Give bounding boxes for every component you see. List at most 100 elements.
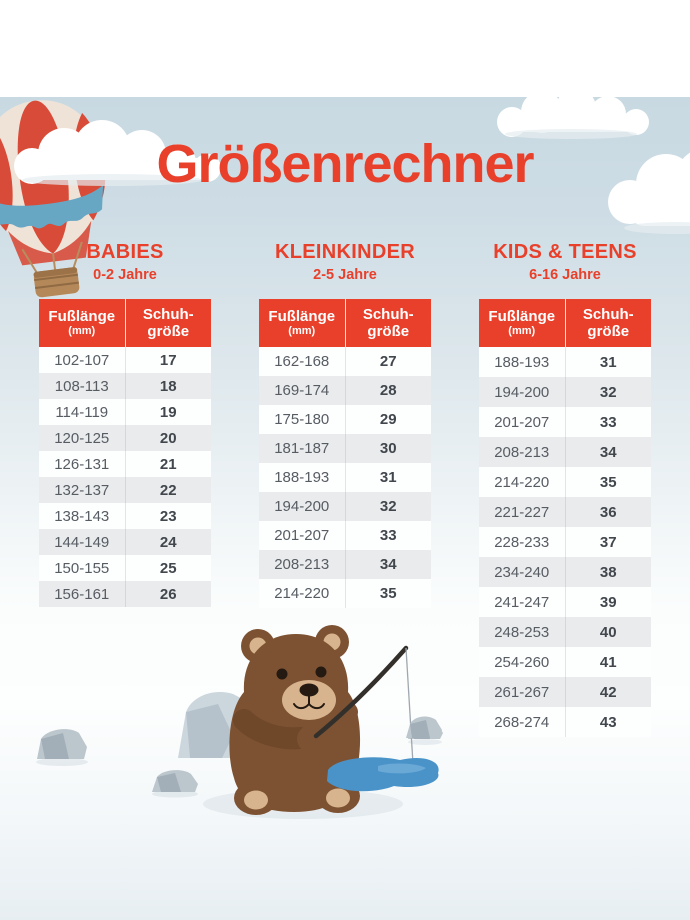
foot-length-cell: 126-131 — [39, 451, 125, 477]
shoe-size-label-line1: Schuh- — [362, 306, 414, 323]
group-age-range: 6-16 Jahre — [529, 267, 601, 283]
foot-length-cell: 181-187 — [259, 434, 345, 463]
foot-length-cell: 150-155 — [39, 555, 125, 581]
foot-length-cell: 144-149 — [39, 529, 125, 555]
size-row: 108-113 18 — [39, 373, 211, 399]
shoe-size-cell: 19 — [124, 399, 211, 425]
fishing-line — [405, 647, 414, 765]
shoe-size-cell: 25 — [124, 555, 211, 581]
foot-length-cell: 254-260 — [479, 647, 565, 677]
size-row: 248-253 40 — [479, 617, 651, 647]
size-row: 188-193 31 — [479, 347, 651, 377]
foot-length-cell: 194-200 — [259, 492, 345, 521]
rock-icon — [152, 770, 198, 798]
shoe-size-cell: 34 — [344, 550, 431, 579]
shoe-size-cell: 41 — [564, 647, 651, 677]
size-row: 208-213 34 — [479, 437, 651, 467]
foot-length-cell: 138-143 — [39, 503, 125, 529]
foot-length-cell: 169-174 — [259, 376, 345, 405]
shoe-size-cell: 37 — [564, 527, 651, 557]
puddle-highlight — [378, 763, 426, 774]
size-row: 201-207 33 — [259, 521, 431, 550]
table-header-row: Fußlänge (mm) Schuh- größe — [259, 299, 431, 347]
group-title: BABIES — [86, 241, 164, 263]
foot-length-cell: 214-220 — [259, 579, 345, 608]
size-table: Fußlänge (mm) Schuh- größe 102-107 17 108-… — [39, 299, 211, 607]
size-row: 194-200 32 — [479, 377, 651, 407]
shoe-size-cell: 32 — [564, 377, 651, 407]
size-group: KLEINKINDER 2-5 Jahre Fußlänge (mm) Schu… — [259, 241, 431, 608]
foot-length-cell: 201-207 — [479, 407, 565, 437]
size-row: 234-240 38 — [479, 557, 651, 587]
shoe-size-cell: 43 — [564, 707, 651, 737]
foot-length-cell: 208-213 — [259, 550, 345, 579]
foot-length-cell: 188-193 — [479, 347, 565, 377]
group-age-range: 0-2 Jahre — [93, 267, 157, 283]
shoe-size-cell: 28 — [344, 376, 431, 405]
foot-length-cell: 102-107 — [39, 347, 125, 373]
rock-icon — [36, 729, 88, 766]
foot-length-label: Fußlänge — [48, 308, 116, 325]
foot-length-cell: 156-161 — [39, 581, 125, 607]
size-row: 162-168 27 — [259, 347, 431, 376]
size-row: 132-137 22 — [39, 477, 211, 503]
foot-length-cell: 234-240 — [479, 557, 565, 587]
shoe-size-cell: 24 — [124, 529, 211, 555]
foot-length-cell: 228-233 — [479, 527, 565, 557]
foot-length-unit: (mm) — [508, 325, 536, 337]
group-title: KIDS & TEENS — [493, 241, 637, 263]
size-row: 221-227 36 — [479, 497, 651, 527]
shoe-size-cell: 35 — [344, 579, 431, 608]
shoe-size-cell: 38 — [564, 557, 651, 587]
size-row: 150-155 25 — [39, 555, 211, 581]
page-title: Größenrechner — [156, 134, 534, 194]
shoe-size-cell: 32 — [344, 492, 431, 521]
shoe-size-cell: 23 — [124, 503, 211, 529]
size-group: BABIES 0-2 Jahre Fußlänge (mm) Schuh- gr… — [39, 241, 211, 607]
foot-length-cell: 268-274 — [479, 707, 565, 737]
shoe-size-header: Schuh- größe — [345, 299, 431, 347]
shoe-size-label-line1: Schuh- — [582, 306, 634, 323]
size-row: 169-174 28 — [259, 376, 431, 405]
shoe-size-cell: 35 — [564, 467, 651, 497]
size-row: 201-207 33 — [479, 407, 651, 437]
size-tables: BABIES 0-2 Jahre Fußlänge (mm) Schuh- gr… — [0, 241, 690, 737]
foot-length-label: Fußlänge — [488, 308, 556, 325]
shoe-size-cell: 36 — [564, 497, 651, 527]
foot-length-cell: 214-220 — [479, 467, 565, 497]
shoe-size-cell: 21 — [124, 451, 211, 477]
bear-fishing-illustration — [178, 625, 442, 819]
rock-icon — [406, 716, 442, 738]
shoe-size-cell: 20 — [124, 425, 211, 451]
size-row: 241-247 39 — [479, 587, 651, 617]
shoe-size-cell: 22 — [124, 477, 211, 503]
size-row: 102-107 17 — [39, 347, 211, 373]
bear-body — [229, 625, 361, 815]
size-row: 138-143 23 — [39, 503, 211, 529]
foot-length-cell: 132-137 — [39, 477, 125, 503]
shoe-size-cell: 42 — [564, 677, 651, 707]
foot-length-header: Fußlänge (mm) — [39, 299, 126, 347]
shoe-size-label-line1: Schuh- — [142, 306, 194, 323]
foot-length-header: Fußlänge (mm) — [259, 299, 346, 347]
foot-length-cell: 120-125 — [39, 425, 125, 451]
shoe-size-cell: 29 — [344, 405, 431, 434]
cloud-icon — [608, 152, 690, 234]
table-header-row: Fußlänge (mm) Schuh- größe — [39, 299, 211, 347]
group-age-range: 2-5 Jahre — [313, 267, 377, 283]
shoe-size-cell: 26 — [124, 581, 211, 607]
shoe-size-cell: 18 — [124, 373, 211, 399]
foot-length-cell: 114-119 — [39, 399, 125, 425]
foot-length-header: Fußlänge (mm) — [479, 299, 566, 347]
size-row: 228-233 37 — [479, 527, 651, 557]
size-row: 194-200 32 — [259, 492, 431, 521]
foot-length-cell: 108-113 — [39, 373, 125, 399]
shoe-size-cell: 17 — [124, 347, 211, 373]
foot-length-cell: 175-180 — [259, 405, 345, 434]
table-header-row: Fußlänge (mm) Schuh- größe — [479, 299, 651, 347]
group-title: KLEINKINDER — [275, 241, 415, 263]
size-row: 126-131 21 — [39, 451, 211, 477]
size-row: 175-180 29 — [259, 405, 431, 434]
puddle — [327, 757, 439, 792]
